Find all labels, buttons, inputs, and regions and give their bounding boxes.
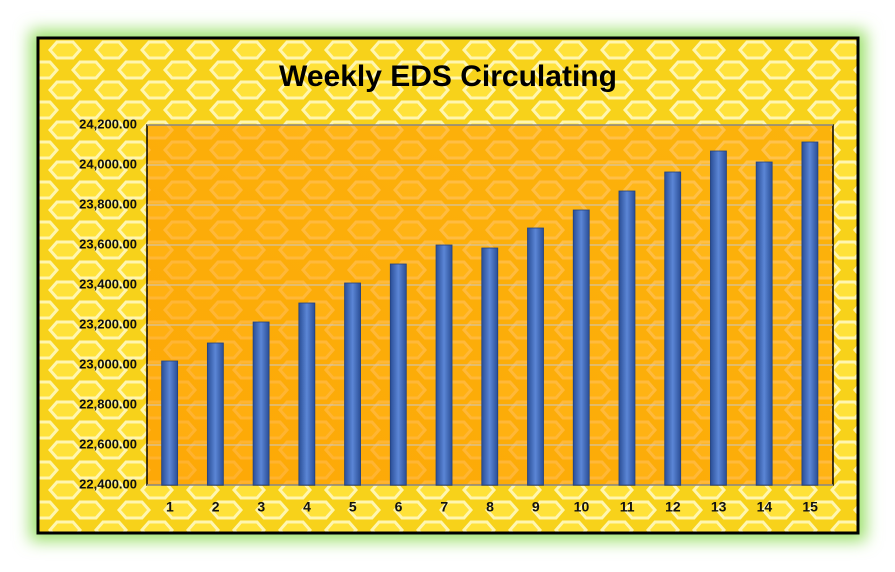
y-tick-label: 23,200.00 — [79, 316, 137, 331]
x-tick-label: 14 — [757, 499, 773, 515]
x-tick-label: 3 — [257, 499, 265, 515]
bar — [389, 263, 407, 486]
bar — [664, 171, 682, 486]
bar — [161, 360, 179, 486]
bar — [801, 141, 819, 486]
x-tick-label: 10 — [574, 499, 590, 515]
y-tick-label: 22,400.00 — [79, 476, 137, 491]
y-tick-label: 22,600.00 — [79, 436, 137, 451]
bar — [298, 302, 316, 486]
x-tick-label: 1 — [166, 499, 174, 515]
bar — [481, 247, 499, 486]
bar — [527, 227, 544, 486]
x-tick-label: 7 — [440, 499, 448, 515]
x-tick-label: 13 — [711, 499, 727, 515]
bar — [252, 321, 270, 486]
bar — [344, 282, 361, 486]
y-tick-label: 24,000.00 — [79, 156, 137, 171]
y-tick-label: 23,400.00 — [79, 276, 137, 291]
x-tick-label: 15 — [802, 499, 818, 515]
bar — [206, 342, 224, 486]
x-tick-label: 8 — [486, 499, 494, 515]
x-tick-label: 4 — [303, 499, 311, 515]
bar — [618, 190, 636, 486]
x-tick-label: 5 — [349, 499, 357, 515]
bar — [755, 161, 773, 486]
x-tick-label: 12 — [665, 499, 681, 515]
x-tick-label: 2 — [212, 499, 220, 515]
bar — [710, 150, 727, 486]
y-tick-label: 23,000.00 — [79, 356, 137, 371]
x-tick-label: 9 — [532, 499, 540, 515]
y-tick-label: 24,200.00 — [79, 116, 137, 131]
bar — [435, 244, 453, 486]
y-tick-label: 22,800.00 — [79, 396, 137, 411]
bar — [572, 209, 590, 486]
y-tick-label: 23,600.00 — [79, 236, 137, 251]
x-tick-label: 6 — [395, 499, 403, 515]
y-tick-label: 23,800.00 — [79, 196, 137, 211]
x-tick-label: 11 — [620, 499, 635, 515]
chart-title: Weekly EDS Circulating — [279, 60, 617, 93]
